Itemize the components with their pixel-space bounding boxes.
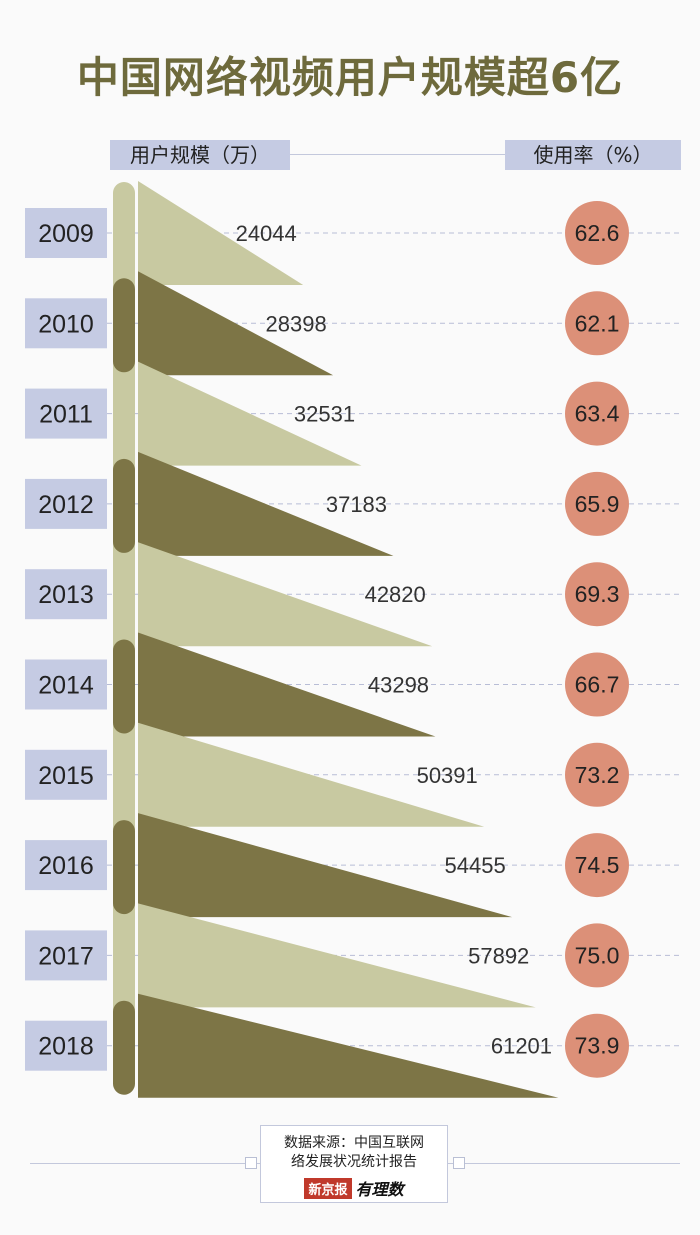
user-value-label: 37183 — [326, 492, 387, 517]
user-value-label: 57892 — [468, 943, 529, 968]
usage-rate-label: 69.3 — [575, 581, 620, 607]
year-box — [25, 659, 107, 710]
timeline-segment — [113, 639, 135, 734]
youlishu-logo: 有理数 — [355, 1180, 404, 1199]
user-value-label: 32531 — [294, 402, 355, 427]
user-scale-bar — [138, 722, 485, 827]
user-value-label: 61201 — [491, 1034, 552, 1059]
usage-rate-label: 62.1 — [575, 310, 620, 336]
user-value-label: 54455 — [445, 853, 506, 878]
year-label: 2009 — [38, 220, 94, 248]
user-scale-bar — [138, 813, 513, 918]
user-scale-bar — [138, 542, 433, 647]
usage-rate-circle — [565, 562, 629, 627]
users-header: 用户规模（万） — [110, 140, 290, 170]
user-value-label: 43298 — [368, 673, 429, 698]
usage-rate-circle — [565, 923, 629, 988]
year-box — [25, 840, 107, 891]
usage-rate-circle — [565, 201, 629, 265]
timeline-segment — [113, 820, 135, 915]
xinjingbao-logo: 新京报 — [304, 1177, 352, 1199]
year-label: 2010 — [38, 310, 94, 338]
user-scale-bar — [138, 271, 334, 376]
usage-rate-label: 73.9 — [575, 1033, 620, 1059]
header-divider — [110, 154, 680, 155]
year-box — [25, 208, 107, 258]
year-box — [25, 930, 107, 981]
usage-rate-circle — [565, 833, 629, 898]
year-box — [25, 569, 107, 620]
user-scale-bar — [138, 993, 559, 1098]
user-value-label: 28398 — [266, 311, 327, 336]
usage-rate-label: 62.6 — [575, 220, 620, 246]
usage-rate-label: 66.7 — [575, 672, 620, 698]
chart-title: 中国网络视频用户规模超6亿 — [76, 53, 624, 102]
user-scale-bar — [138, 181, 304, 285]
year-label: 2018 — [38, 1033, 94, 1061]
usage-rate-label: 74.5 — [575, 852, 620, 878]
user-value-label: 42820 — [365, 582, 426, 607]
year-label: 2017 — [38, 942, 94, 970]
year-label: 2015 — [38, 762, 94, 790]
publisher-logos: 新京报 有理数 — [261, 1176, 447, 1200]
timeline-segment — [113, 458, 135, 553]
year-box — [25, 1020, 107, 1071]
year-box — [25, 298, 107, 349]
user-scale-bar — [138, 903, 536, 1008]
year-box — [25, 749, 107, 800]
divider-square-left — [245, 1157, 257, 1169]
year-label: 2016 — [38, 852, 94, 880]
year-label: 2013 — [38, 581, 94, 609]
source-box: 数据来源：中国互联网 络发展状况统计报告 新京报 有理数 — [260, 1125, 448, 1203]
usage-rate-label: 63.4 — [575, 401, 620, 427]
usage-rate-label: 65.9 — [575, 491, 620, 517]
usage-rate-circle — [565, 291, 629, 356]
usage-rate-circle — [565, 1013, 629, 1078]
year-box — [25, 478, 107, 529]
timeline-segment — [113, 1000, 135, 1095]
user-scale-bar — [138, 632, 436, 737]
usage-rate-circle — [565, 652, 629, 717]
usage-rate-label: 73.2 — [575, 762, 620, 788]
usage-rate-circle — [565, 742, 629, 807]
timeline-segment — [113, 278, 135, 373]
year-label: 2012 — [38, 491, 94, 519]
user-value-label: 24044 — [236, 221, 297, 246]
year-label: 2014 — [38, 672, 94, 700]
source-line-2: 络发展状况统计报告 — [291, 1154, 417, 1170]
user-value-label: 50391 — [417, 763, 478, 788]
user-scale-bar — [138, 361, 362, 466]
usage-rate-label: 75.0 — [575, 942, 620, 968]
usage-rate-circle — [565, 381, 629, 446]
rate-header: 使用率（%） — [505, 140, 681, 170]
divider-square-right — [453, 1157, 465, 1169]
source-line-1: 数据来源：中国互联网 — [284, 1135, 424, 1151]
year-box — [25, 388, 107, 439]
year-label: 2011 — [39, 401, 93, 429]
usage-rate-circle — [565, 471, 629, 536]
user-scale-bar — [138, 451, 394, 556]
